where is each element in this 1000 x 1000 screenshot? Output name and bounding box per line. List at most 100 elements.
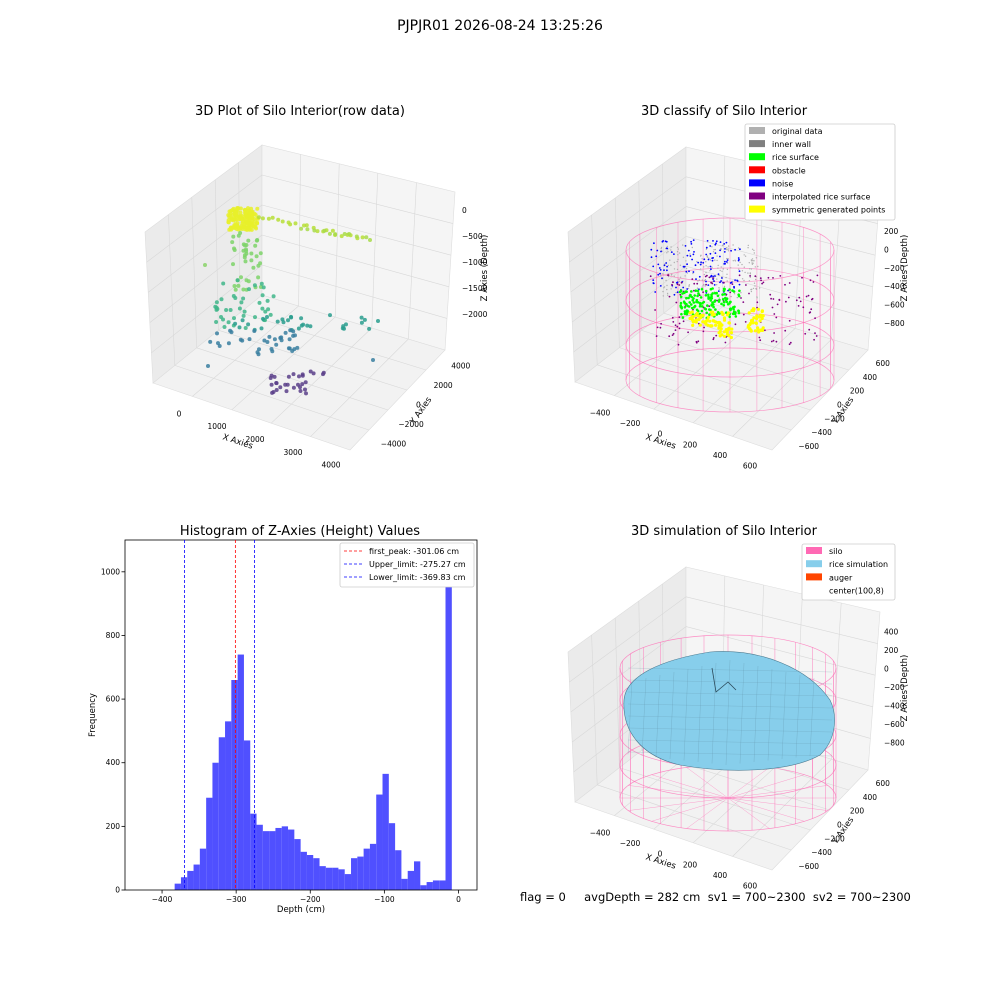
p2-original-point bbox=[737, 264, 739, 266]
p2-sym-point bbox=[721, 312, 725, 316]
p4-grid-line bbox=[591, 634, 598, 785]
p2-original-point bbox=[673, 261, 675, 264]
p3-legend-label: Upper_limit: -275.27 cm bbox=[369, 560, 466, 569]
p4-mesh-line bbox=[809, 677, 815, 757]
p2-y-tick-label: 200 bbox=[850, 387, 865, 396]
p1-data-point bbox=[328, 313, 332, 318]
p2-rice-point bbox=[712, 305, 715, 309]
p2-sym-point bbox=[720, 333, 724, 337]
p4-silo-spoke bbox=[628, 785, 729, 799]
p3-histogram-bar bbox=[225, 721, 232, 890]
p2-legend-swatch bbox=[749, 127, 765, 134]
p3-axes-frame bbox=[124, 539, 478, 891]
p2-noise-point bbox=[694, 264, 697, 267]
p2-original-point bbox=[714, 259, 716, 261]
p3-legend-label: first_peak: -301.06 cm bbox=[369, 547, 459, 556]
p2-interp-point bbox=[674, 324, 677, 327]
p2-original-point bbox=[704, 279, 707, 281]
p2-original-point bbox=[712, 251, 715, 253]
p4-mesh-line bbox=[767, 668, 773, 761]
p2-noise-point bbox=[730, 249, 732, 252]
p2-interp-point bbox=[807, 294, 810, 297]
p2-noise-point bbox=[673, 253, 675, 256]
p2-legend-label: symmetric generated points bbox=[772, 206, 885, 215]
p1-data-point bbox=[228, 308, 233, 312]
p2-interp-point bbox=[712, 338, 715, 341]
p1-data-point bbox=[254, 238, 259, 243]
p2-interp-point bbox=[788, 319, 791, 322]
p2-rice-point bbox=[696, 294, 699, 298]
p2-noise-point bbox=[699, 263, 702, 266]
p2-original-point bbox=[665, 279, 667, 282]
p1-y-tick-label: −4000 bbox=[381, 439, 407, 448]
p2-original-point bbox=[676, 246, 679, 249]
p2-noise-point bbox=[725, 241, 728, 244]
p2-rice-point bbox=[728, 315, 731, 319]
p1-data-point bbox=[272, 374, 277, 379]
p2-original-point bbox=[744, 271, 746, 274]
p1-data-point bbox=[234, 217, 239, 222]
p2-rice-point bbox=[738, 289, 741, 293]
p2-rice-point bbox=[725, 300, 729, 304]
p1-data-point bbox=[226, 341, 231, 346]
p3-histogram-bar bbox=[256, 824, 263, 890]
p2-rice-point bbox=[683, 306, 687, 309]
p2-interp-point bbox=[785, 300, 787, 303]
p2-original-point bbox=[680, 297, 682, 300]
p2-grid-line bbox=[591, 214, 598, 365]
panel2-plot: −400 −200 0 200 400 600 −600 −400 −200 0 200 400 600… bbox=[567, 123, 910, 471]
p2-original-point bbox=[706, 256, 709, 258]
p2-original-point bbox=[753, 282, 756, 284]
p3-histogram-bar bbox=[401, 878, 408, 890]
p2-rice-point bbox=[729, 307, 733, 311]
p2-noise-point bbox=[737, 257, 740, 259]
p4-grid-line bbox=[597, 784, 792, 851]
p2-original-point bbox=[751, 288, 753, 290]
p2-interp-point bbox=[742, 313, 745, 316]
p2-noise-point bbox=[738, 258, 740, 261]
p1-data-point bbox=[360, 235, 365, 240]
p2-rice-point bbox=[703, 307, 707, 310]
p2-legend-swatch bbox=[749, 153, 765, 161]
p1-data-point bbox=[232, 284, 237, 288]
p2-interp-point bbox=[772, 339, 775, 342]
p2-rice-point bbox=[721, 298, 725, 301]
p2-interp-point bbox=[759, 339, 762, 342]
p2-z-tick-label: 0 bbox=[884, 246, 889, 255]
p2-noise-point bbox=[686, 263, 688, 266]
p1-data-point bbox=[308, 369, 313, 374]
p4-x-tick-label: 400 bbox=[713, 871, 728, 880]
p2-original-point bbox=[751, 263, 754, 265]
p1-data-point bbox=[271, 294, 276, 299]
p2-interp-point bbox=[805, 295, 808, 298]
p1-data-point bbox=[359, 320, 364, 325]
p4-mesh-line bbox=[627, 715, 833, 721]
p1-data-point bbox=[291, 329, 296, 334]
p3-x-tick-label: −200 bbox=[300, 895, 321, 904]
p2-interp-point bbox=[795, 299, 798, 302]
panel4-title: 3D simulation of Silo Interior bbox=[631, 524, 817, 539]
p1-grid-line bbox=[261, 264, 448, 319]
p2-legend-swatch bbox=[749, 179, 765, 187]
p2-interp-point bbox=[784, 283, 786, 286]
p1-data-point bbox=[257, 300, 262, 305]
p3-histogram-bar bbox=[319, 866, 326, 890]
p2-rice-point bbox=[722, 289, 726, 292]
p2-interp-point bbox=[809, 279, 812, 282]
p2-noise-point bbox=[692, 271, 695, 273]
p2-original-point bbox=[660, 247, 662, 250]
p4-x-tick-label: −400 bbox=[590, 828, 611, 837]
p2-interp-point bbox=[659, 326, 662, 329]
p2-noise-point bbox=[695, 278, 697, 280]
p1-data-point bbox=[246, 238, 251, 243]
p2-original-point bbox=[719, 269, 721, 272]
p2-original-point bbox=[720, 247, 722, 250]
p3-x-tick-label: 0 bbox=[456, 895, 461, 904]
p1-data-point bbox=[279, 338, 284, 343]
p2-noise-point bbox=[724, 248, 726, 250]
p2-original-point bbox=[749, 268, 751, 270]
p2-interp-point bbox=[708, 276, 711, 279]
p2-noise-point bbox=[686, 288, 689, 290]
p1-data-point bbox=[232, 246, 236, 251]
